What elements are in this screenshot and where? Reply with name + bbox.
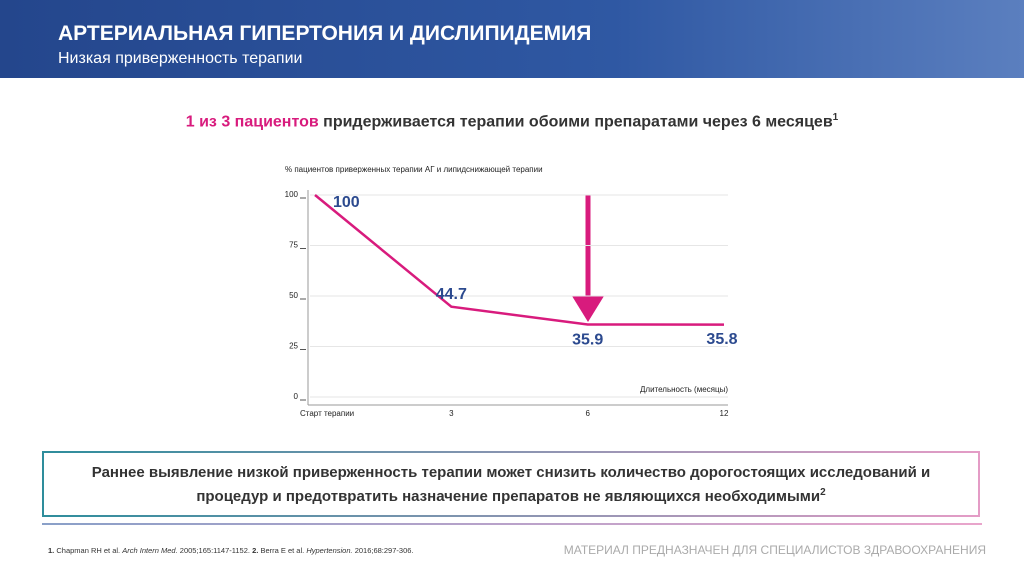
x-tick-label: Старт терапии: [300, 409, 354, 418]
data-label: 44.7: [436, 286, 467, 303]
headline-highlight: 1 из 3 пациентов: [185, 113, 319, 131]
ref-details: 2005;165:1147-1152.: [179, 546, 250, 555]
data-label: 35.8: [706, 331, 737, 348]
x-tick-label: 6: [585, 409, 590, 418]
headline-text: придерживается терапии обоими препаратам…: [323, 113, 833, 131]
subtitle: Низкая приверженность терапии: [58, 50, 303, 67]
ref-details: 2016;68:297-306.: [354, 546, 414, 555]
disclaimer: МАТЕРИАЛ ПРЕДНАЗНАЧЕН ДЛЯ СПЕЦИАЛИСТОВ З…: [563, 543, 986, 557]
y-tick-label: 50: [289, 291, 298, 300]
data-line: [314, 194, 725, 326]
data-label: 35.9: [572, 332, 603, 349]
callout-body: Раннее выявление низкой приверженность т…: [91, 464, 931, 505]
ref-journal: Hypertension.: [306, 546, 353, 555]
headline: 1 из 3 пациентов придерживается терапии …: [0, 112, 1024, 131]
x-tick-label: 12: [720, 409, 729, 418]
title: АРТЕРИАЛЬНАЯ ГИПЕРТОНИЯ И ДИСЛИПИДЕМИЯ: [58, 22, 592, 45]
references: 1. Chapman RH et al. Arch Intern Med. 20…: [48, 546, 414, 555]
y-tick-label: 0: [294, 392, 299, 401]
callout-text: Раннее выявление низкой приверженность т…: [84, 463, 938, 507]
divider: [42, 523, 982, 525]
ref-num: 2.: [252, 546, 259, 555]
ref-authors: Berra E et al.: [260, 546, 305, 555]
y-axis-label: % пациентов приверженных терапии АГ и ли…: [285, 165, 543, 174]
ref-authors: Chapman RH et al.: [56, 546, 121, 555]
x-axis-label: Длительность (месяцы): [640, 385, 728, 394]
y-tick-label: 75: [289, 241, 298, 250]
data-label: 100: [333, 194, 360, 211]
chart: % пациентов приверженных терапии АГ и ли…: [285, 165, 738, 418]
header-band: АРТЕРИАЛЬНАЯ ГИПЕРТОНИЯ И ДИСЛИПИДЕМИЯ Н…: [0, 0, 1024, 78]
superscript: 2: [820, 487, 826, 498]
y-tick-label: 25: [289, 342, 298, 351]
ref-num: 1.: [48, 546, 55, 555]
arrow-head: [572, 296, 604, 322]
superscript: 1: [832, 112, 839, 123]
x-tick-label: 3: [449, 409, 454, 418]
y-tick-label: 100: [285, 190, 299, 199]
ref-journal: Arch Intern Med.: [122, 546, 178, 555]
callout-box: Раннее выявление низкой приверженность т…: [42, 451, 980, 517]
